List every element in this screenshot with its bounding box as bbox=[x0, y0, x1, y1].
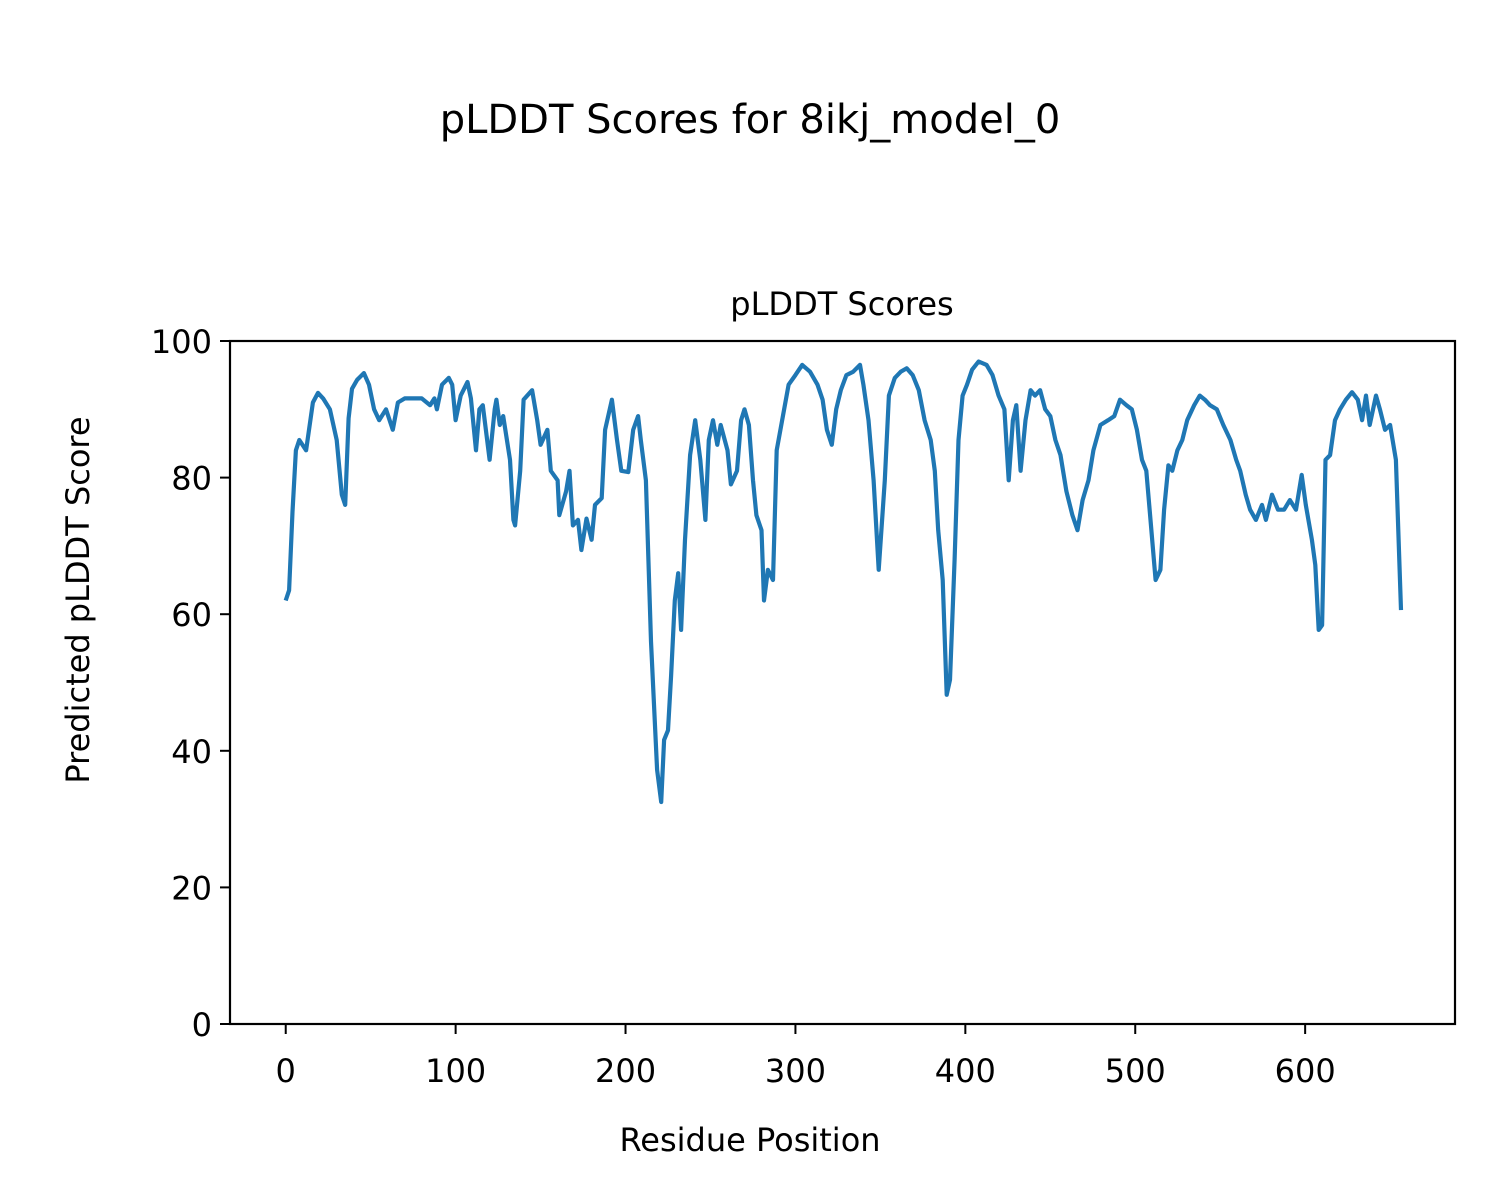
x-axis-label: Residue Position bbox=[619, 1121, 880, 1159]
plot-area bbox=[283, 359, 1404, 805]
x-tick-label: 500 bbox=[1105, 1052, 1166, 1090]
figure-title: pLDDT Scores for 8ikj_model_0 bbox=[440, 97, 1061, 143]
y-tick-label: 60 bbox=[171, 596, 212, 634]
y-axis: 0 20 40 60 80 100 bbox=[151, 323, 230, 1044]
axes-frame bbox=[228, 339, 1457, 1026]
x-tick-label: 0 bbox=[276, 1052, 296, 1090]
y-tick-label: 100 bbox=[151, 323, 212, 361]
y-tick-label: 0 bbox=[192, 1006, 212, 1044]
x-tick-label: 600 bbox=[1275, 1052, 1336, 1090]
y-tick-label: 20 bbox=[171, 869, 212, 907]
y-tick-label: 40 bbox=[171, 733, 212, 771]
y-tick-label: 80 bbox=[171, 460, 212, 498]
chart-title: pLDDT Scores bbox=[730, 285, 953, 323]
x-tick-label: 400 bbox=[935, 1052, 996, 1090]
x-tick-label: 200 bbox=[595, 1052, 656, 1090]
series-line-plddt bbox=[283, 359, 1404, 805]
x-tick-label: 100 bbox=[425, 1052, 486, 1090]
x-axis: 0 100 200 300 400 500 600 bbox=[276, 1024, 1336, 1090]
y-axis-label: Predicted pLDDT Score bbox=[59, 416, 97, 783]
x-tick-label: 300 bbox=[765, 1052, 826, 1090]
